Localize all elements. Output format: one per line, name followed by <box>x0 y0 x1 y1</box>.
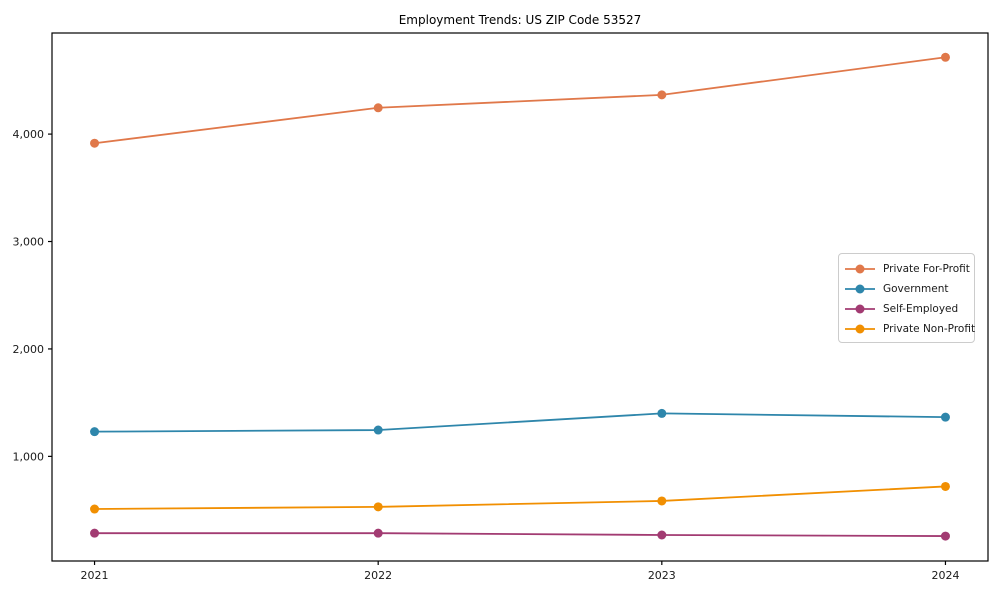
legend-label: Government <box>883 283 949 295</box>
legend-swatch-icon <box>845 304 875 314</box>
series-line-self-employed <box>94 532 946 537</box>
data-point-self-employed <box>657 530 667 540</box>
y-tick-label: 2,000 <box>13 343 45 356</box>
legend-swatch-icon <box>845 264 875 274</box>
data-point-government <box>657 408 667 418</box>
data-point-private-for-profit <box>90 138 100 148</box>
legend-label: Private Non-Profit <box>883 323 976 335</box>
x-tick-label: 2022 <box>364 569 392 582</box>
series-line-government <box>94 412 946 433</box>
data-point-self-employed <box>373 528 383 538</box>
data-point-private-for-profit <box>373 103 383 113</box>
x-tick-label: 2021 <box>81 569 109 582</box>
data-point-private-for-profit <box>940 52 950 62</box>
data-point-private-non-profit <box>373 502 383 512</box>
y-tick-label: 3,000 <box>13 236 45 249</box>
legend-entry: Government <box>839 279 974 299</box>
data-point-government <box>940 412 950 422</box>
chart-title: Employment Trends: US ZIP Code 53527 <box>398 13 642 27</box>
data-point-government <box>90 427 100 437</box>
data-point-private-for-profit <box>657 90 667 100</box>
legend-swatch-icon <box>845 284 875 294</box>
x-tick-label: 2023 <box>648 569 676 582</box>
data-point-private-non-profit <box>657 496 667 506</box>
y-tick-label: 4,000 <box>13 128 45 141</box>
legend-label: Private For-Profit <box>883 263 970 275</box>
data-point-government <box>373 425 383 435</box>
series-line-private-non-profit <box>94 485 946 510</box>
legend-entry: Private Non-Profit <box>839 319 976 339</box>
legend-swatch-icon <box>845 324 875 334</box>
legend: Private For-Profit Government Self-Emplo… <box>838 253 975 343</box>
data-point-private-non-profit <box>940 481 950 491</box>
legend-label: Self-Employed <box>883 303 959 315</box>
x-tick-label: 2024 <box>931 569 959 582</box>
data-point-private-non-profit <box>90 504 100 514</box>
legend-entry: Self-Employed <box>839 299 974 319</box>
data-point-self-employed <box>940 531 950 541</box>
series-line-private-for-profit <box>94 56 946 145</box>
data-point-self-employed <box>90 528 100 538</box>
y-tick-label: 1,000 <box>13 450 45 463</box>
axes-frame <box>51 32 989 562</box>
legend-entry: Private For-Profit <box>839 259 974 279</box>
